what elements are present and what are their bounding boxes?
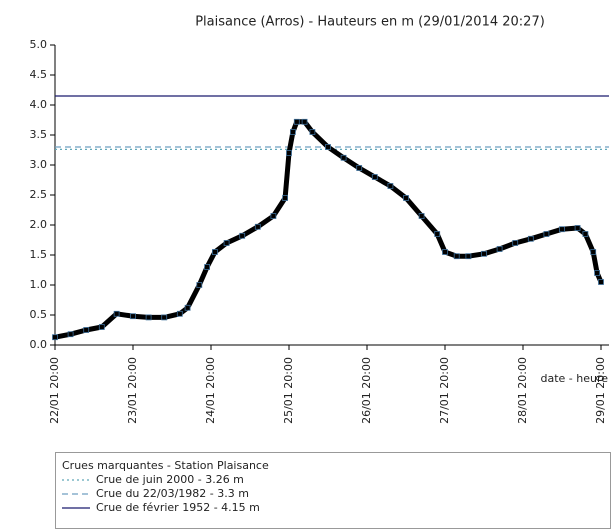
data-point [145,314,152,321]
y-tick-label: 1.0 [30,278,48,291]
data-point [270,213,277,219]
data-point [325,144,331,150]
legend-label: Crue de février 1952 - 4.15 m [96,501,260,514]
data-point [113,310,120,317]
data-point [223,240,230,246]
x-tick-label: 26/01 20:00 [360,357,373,424]
data-point [98,324,105,330]
data-point [594,270,600,276]
x-tick-label: 27/01 20:00 [438,357,451,424]
x-tick-label: 25/01 20:00 [282,357,295,424]
data-point [574,225,581,231]
y-tick-label: 2.5 [30,188,48,201]
data-point [527,235,534,242]
y-tick-label: 5.0 [30,38,48,51]
data-point [418,213,425,219]
data-point [453,253,460,260]
data-point [286,150,292,156]
data-point [434,231,441,237]
x-tick-label: 23/01 20:00 [126,357,139,424]
x-tick-label: 24/01 20:00 [204,357,217,424]
y-tick-label: 3.0 [30,158,48,171]
data-point [598,279,604,285]
data-point [387,183,394,189]
data-point [254,223,261,230]
data-point [211,249,218,255]
data-point [204,264,211,270]
data-point [496,246,503,252]
data-point [83,327,90,333]
data-line [54,119,604,340]
data-point [289,129,296,135]
x-axis-label: date - heure [540,372,608,385]
legend-label: Crue du 22/03/1982 - 3.3 m [96,487,249,500]
data-point [442,249,448,255]
y-tick-label: 4.5 [30,68,48,81]
data-point [52,334,58,341]
y-tick-label: 1.5 [30,248,48,261]
legend-title: Crues marquantes - Station Plaisance [62,459,269,472]
data-point [161,314,168,321]
data-point [184,304,191,311]
data-point [559,226,565,233]
x-tick-label: 29/01 20:00 [594,357,607,424]
chart-title: Plaisance (Arros) - Hauteurs en m (29/01… [195,15,545,30]
data-point [512,240,519,246]
x-tick-label: 28/01 20:00 [516,357,529,424]
y-tick-label: 3.5 [30,128,48,141]
x-tick-label: 22/01 20:00 [48,357,61,424]
data-point [481,250,487,257]
legend-label: Crue de juin 2000 - 3.26 m [96,473,244,486]
data-point [130,313,136,320]
y-tick-label: 0.5 [30,308,48,321]
data-point [590,249,597,255]
y-tick-label: 4.0 [30,98,48,111]
data-point [239,232,246,239]
data-point [582,231,589,237]
data-point [403,195,409,201]
data-point [371,174,378,180]
y-tick-label: 0.0 [30,338,48,351]
data-point [356,165,363,171]
data-point [282,195,289,201]
data-point [293,118,300,125]
data-point [465,253,472,260]
data-point [543,231,550,237]
data-point [340,154,347,161]
data-point [309,129,316,135]
data-point [176,310,183,317]
data-point [196,282,203,288]
data-point [301,118,308,125]
y-tick-label: 2.0 [30,218,48,231]
data-point [67,331,74,338]
